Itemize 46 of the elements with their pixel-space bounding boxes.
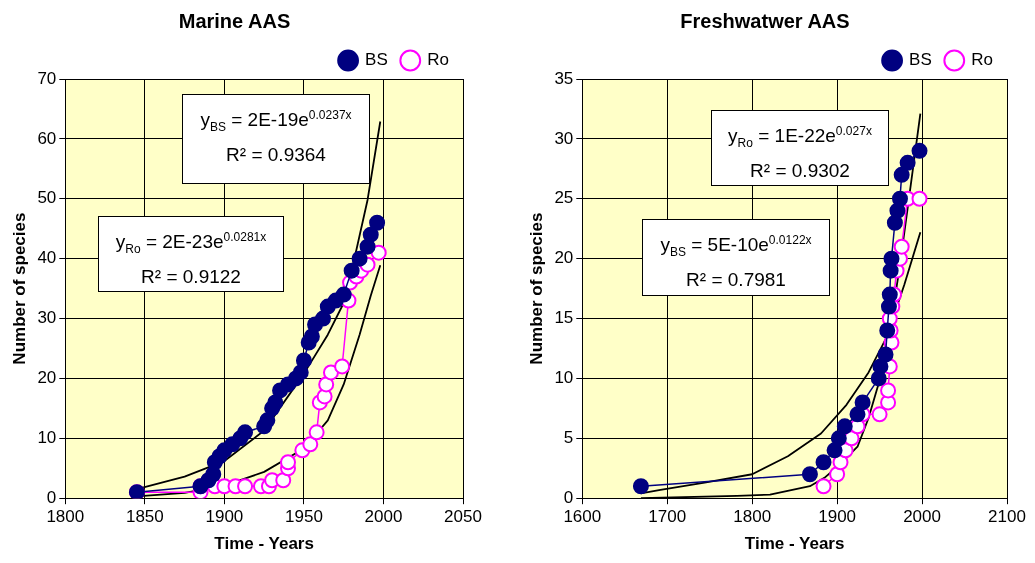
chart-title: Freshwatwer AAS bbox=[680, 9, 850, 32]
x-tick-label: 2100 bbox=[988, 507, 1026, 527]
y-axis-title: Number of species bbox=[9, 212, 29, 365]
y-tick-label: 35 bbox=[554, 68, 574, 88]
y-tick-label: 10 bbox=[554, 368, 574, 388]
legend-label: Ro bbox=[427, 50, 449, 70]
annotation: R² = 0.9302 bbox=[749, 159, 851, 184]
annotation: y$_{BS}$ = 5E-10e$^{0.0122x}$ bbox=[659, 232, 813, 262]
y-axis-title: Number of species bbox=[526, 212, 546, 365]
y-tick-label: 15 bbox=[554, 308, 574, 328]
annotation: y$_{Ro}$ = 2E-23e$^{0.0281x}$ bbox=[114, 229, 268, 259]
x-tick-label: 1700 bbox=[648, 507, 687, 527]
x-tick-label: 1600 bbox=[563, 507, 602, 527]
y-tick-label: 0 bbox=[46, 487, 57, 507]
y-tick-label: 30 bbox=[554, 128, 574, 148]
x-tick-label: 1800 bbox=[733, 507, 772, 527]
annotation: R² = 0.7981 bbox=[685, 268, 787, 293]
annotation: y$_{BS}$ = 2E-19e$^{0.0237x}$ bbox=[199, 107, 353, 137]
legend-label: BS bbox=[909, 50, 932, 70]
x-tick-label: 1900 bbox=[818, 507, 857, 527]
x-tick-label: 1850 bbox=[125, 507, 164, 527]
y-tick-label: 25 bbox=[554, 188, 574, 208]
chart-title: Marine AAS bbox=[178, 9, 291, 32]
x-axis-title: Time - Years bbox=[744, 534, 845, 554]
y-tick-label: 10 bbox=[37, 428, 57, 447]
y-tick-label: 50 bbox=[37, 188, 57, 208]
y-tick-label: 5 bbox=[563, 428, 574, 447]
x-tick-label: 2000 bbox=[903, 507, 941, 527]
y-tick-label: 20 bbox=[37, 368, 57, 388]
annotation: R² = 0.9122 bbox=[140, 265, 242, 290]
x-tick-label: 2000 bbox=[364, 507, 403, 527]
annotation: R² = 0.9364 bbox=[225, 143, 327, 168]
x-axis-title: Time - Years bbox=[214, 534, 314, 554]
y-tick-label: 20 bbox=[554, 248, 574, 268]
y-tick-label: 60 bbox=[37, 128, 57, 148]
x-tick-label: 2050 bbox=[444, 507, 482, 527]
y-tick-label: 0 bbox=[563, 487, 574, 507]
x-tick-label: 1900 bbox=[205, 507, 244, 527]
x-tick-label: 1800 bbox=[46, 507, 85, 527]
y-tick-label: 40 bbox=[37, 248, 57, 268]
y-tick-label: 30 bbox=[37, 308, 57, 328]
legend-label: BS bbox=[365, 50, 388, 70]
y-tick-label: 70 bbox=[37, 68, 57, 88]
legend-label: Ro bbox=[971, 50, 993, 70]
annotation: y$_{Ro}$ = 1E-22e$^{0.027x}$ bbox=[727, 123, 873, 153]
x-tick-label: 1950 bbox=[285, 507, 323, 527]
